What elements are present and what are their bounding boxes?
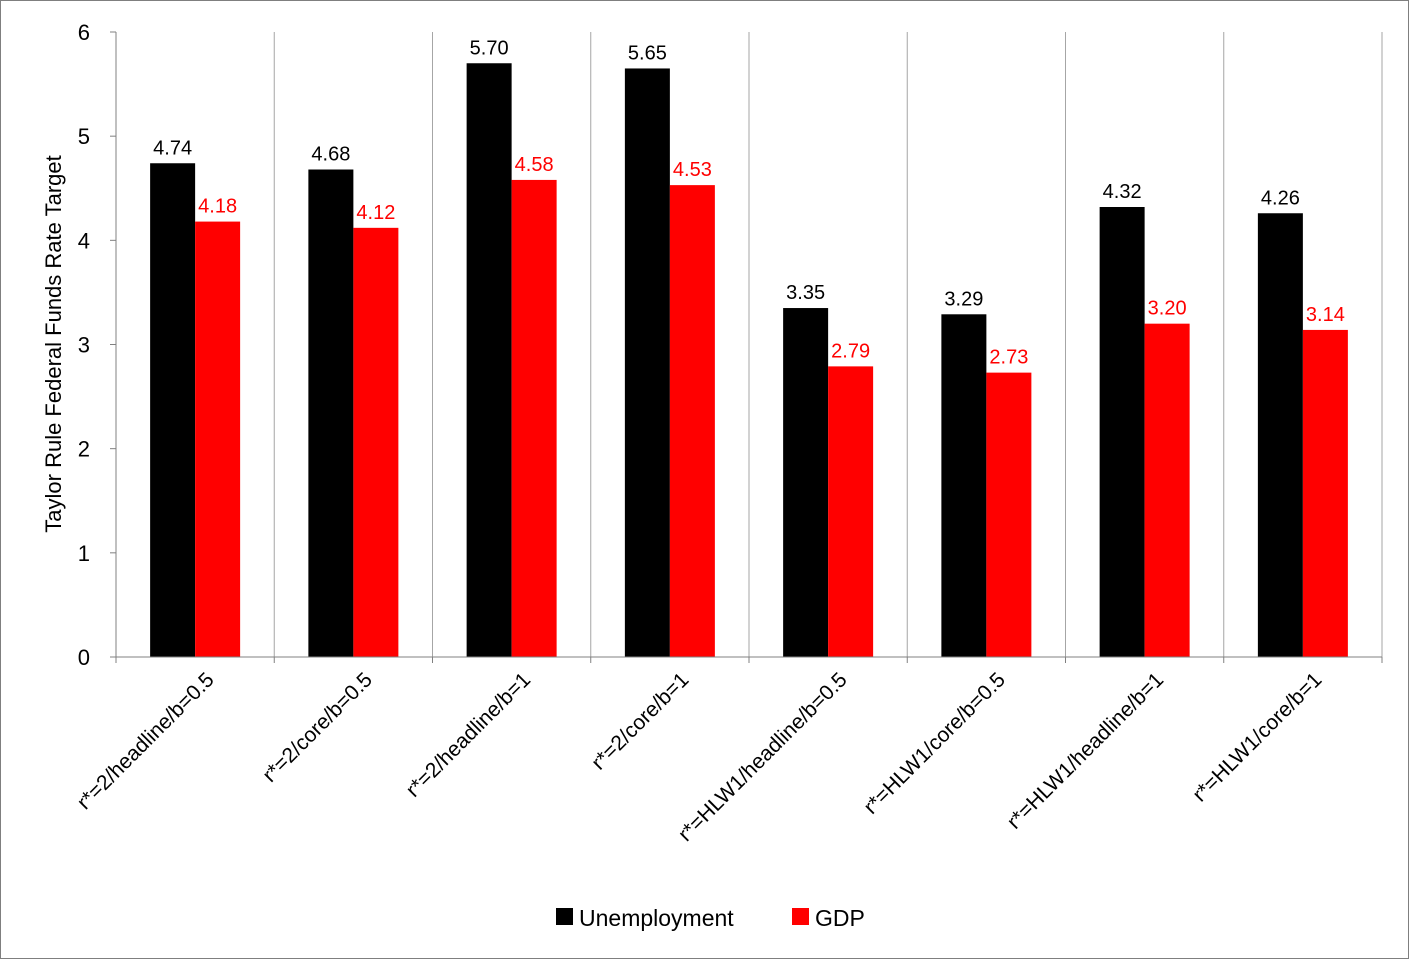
data-label-unemployment: 4.32 bbox=[1103, 181, 1142, 203]
bar-unemployment bbox=[1099, 207, 1145, 657]
legend-swatch-unemployment bbox=[556, 908, 573, 925]
x-category-label: r*=HLW1/core/b=1 bbox=[1188, 668, 1326, 806]
y-tick-label: 5 bbox=[78, 124, 90, 149]
bar-unemployment bbox=[624, 68, 670, 658]
bar-unemployment bbox=[308, 169, 354, 657]
data-label-gdp: 4.58 bbox=[515, 154, 554, 176]
data-label-gdp: 4.53 bbox=[673, 159, 712, 181]
data-label-unemployment: 4.74 bbox=[153, 137, 192, 159]
data-label-unemployment: 4.26 bbox=[1261, 187, 1300, 209]
x-category-label: r*=2/headline/b=1 bbox=[402, 668, 536, 802]
bar-unemployment bbox=[941, 314, 987, 657]
data-label-gdp: 3.14 bbox=[1306, 304, 1345, 326]
data-label-gdp: 2.79 bbox=[831, 340, 870, 362]
data-label-unemployment: 5.70 bbox=[470, 37, 509, 59]
data-label-unemployment: 4.68 bbox=[311, 144, 350, 166]
x-category-label: r*=HLW1/core/b=0.5 bbox=[859, 668, 1010, 819]
data-label-gdp: 4.12 bbox=[356, 202, 395, 224]
x-category-label: r*=HLW1/headline/b=1 bbox=[1003, 668, 1168, 833]
bar-gdp bbox=[669, 185, 715, 657]
bar-gdp bbox=[1144, 323, 1190, 657]
data-label-gdp: 4.18 bbox=[198, 196, 237, 218]
legend-swatch-gdp bbox=[792, 908, 809, 925]
bar-gdp bbox=[511, 179, 557, 657]
data-label-gdp: 3.20 bbox=[1148, 298, 1187, 320]
data-label-unemployment: 3.29 bbox=[944, 288, 983, 310]
legend-label-gdp: GDP bbox=[815, 905, 865, 931]
y-tick-label: 0 bbox=[78, 645, 90, 670]
y-tick-label: 3 bbox=[78, 333, 90, 358]
x-category-label: r*=2/headline/b=0.5 bbox=[73, 668, 219, 814]
bars bbox=[150, 63, 1348, 658]
legend-label-unemployment: Unemployment bbox=[579, 905, 734, 931]
bar-gdp bbox=[353, 227, 399, 658]
x-category-label: r*=HLW1/headline/b=0.5 bbox=[674, 668, 852, 846]
data-label-unemployment: 3.35 bbox=[786, 282, 825, 304]
y-tick-label: 1 bbox=[78, 541, 90, 566]
data-labels: 4.74 4.68 5.70 5.65 3.35 3.29 4.32 4.26 4.18 4.12… bbox=[153, 37, 1345, 368]
bar-unemployment bbox=[783, 308, 829, 657]
data-label-gdp: 2.73 bbox=[989, 347, 1028, 369]
gridlines bbox=[115, 32, 1383, 657]
y-axis-title: Taylor Rule Federal Funds Rate Target bbox=[41, 155, 66, 532]
legend: Unemployment GDP bbox=[556, 905, 865, 931]
x-category-label: r*=2/core/b=0.5 bbox=[258, 668, 377, 787]
data-label-unemployment: 5.65 bbox=[628, 42, 667, 64]
bar-gdp bbox=[195, 221, 241, 658]
bar-gdp bbox=[828, 366, 874, 657]
x-category-label: r*=2/core/b=1 bbox=[587, 668, 693, 774]
bar-unemployment bbox=[466, 63, 512, 657]
bar-unemployment bbox=[150, 163, 196, 657]
y-tick-label: 6 bbox=[78, 20, 90, 45]
y-tick-label: 2 bbox=[78, 437, 90, 462]
bar-unemployment bbox=[1257, 213, 1303, 657]
bar-gdp bbox=[1302, 329, 1348, 657]
y-tick-label: 4 bbox=[78, 228, 90, 253]
bar-gdp bbox=[986, 372, 1032, 657]
